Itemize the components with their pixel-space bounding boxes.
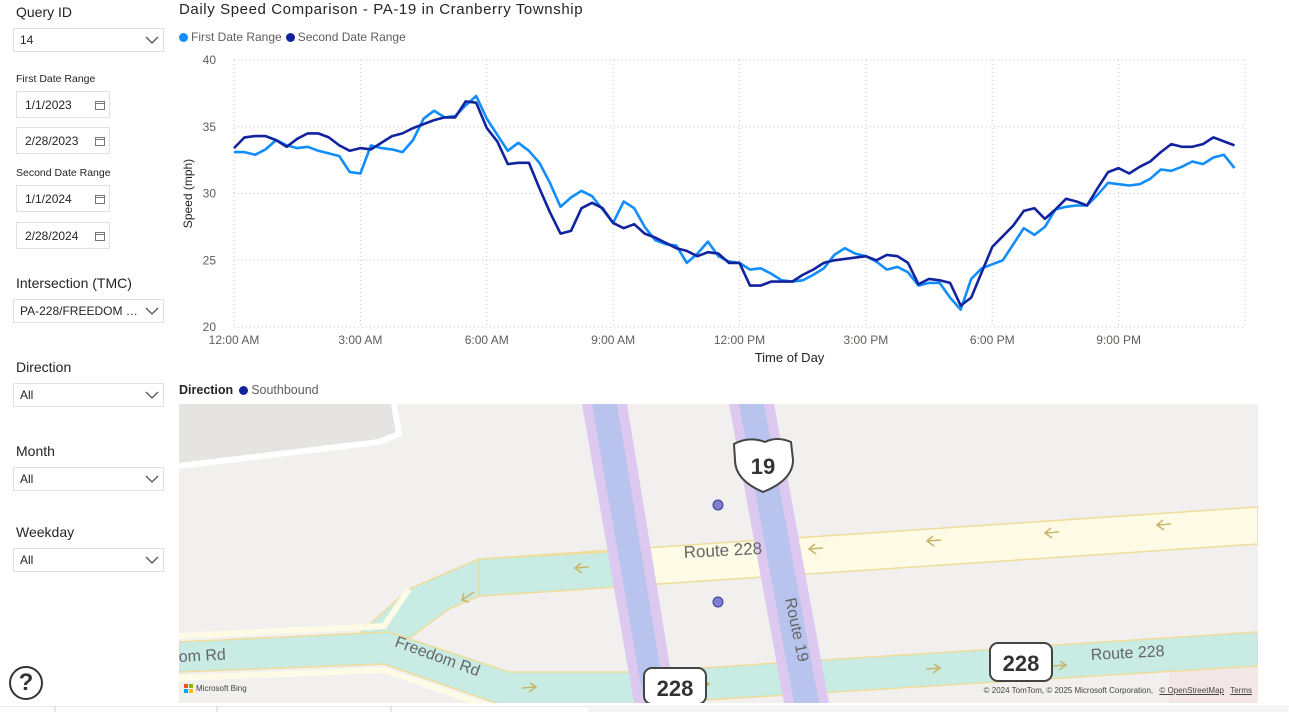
first-range-start-value: 1/1/2023 xyxy=(25,97,72,112)
x-tick-label: 9:00 AM xyxy=(591,333,635,347)
calendar-icon[interactable] xyxy=(91,190,109,208)
pa-228-shield-right-label: 228 xyxy=(1003,651,1040,676)
y-tick-label: 25 xyxy=(203,253,217,267)
second-range-start-input[interactable]: 1/1/2024 xyxy=(16,185,110,212)
label-freedom-rd-left: om Rd xyxy=(179,647,226,666)
intersection-value: PA-228/FREEDOM R... xyxy=(20,304,141,318)
intersection-label: Intersection (TMC) xyxy=(16,275,132,291)
calendar-icon[interactable] xyxy=(91,96,109,114)
y-tick-label: 30 xyxy=(203,187,217,201)
query-id-label: Query ID xyxy=(16,4,73,20)
label-route-228-right: Route 228 xyxy=(1090,643,1165,664)
road-edge-yellow xyxy=(179,587,412,639)
chart-legend: First Date Range Second Date Range xyxy=(179,30,406,44)
series-line-first-range xyxy=(234,94,1236,311)
chevron-down-icon xyxy=(141,300,163,322)
bing-logo-text: Microsoft Bing xyxy=(196,684,247,693)
microsoft-logo-icon xyxy=(184,684,193,693)
x-tick-label: 6:00 PM xyxy=(970,333,1015,347)
x-tick-label: 3:00 PM xyxy=(844,333,889,347)
calendar-icon[interactable] xyxy=(91,132,109,150)
chevron-down-icon xyxy=(141,384,163,406)
us-19-shield-label: 19 xyxy=(751,454,775,479)
chevron-down-icon xyxy=(141,468,163,490)
map-point-southbound xyxy=(712,596,724,608)
legend-item-first[interactable]: First Date Range xyxy=(179,30,282,44)
second-range-end-input[interactable]: 2/28/2024 xyxy=(16,222,110,249)
query-id-value: 14 xyxy=(20,33,34,47)
attribution-text: © 2024 TomTom, © 2025 Microsoft Corporat… xyxy=(983,686,1154,695)
series-line-second-range xyxy=(233,100,1235,307)
x-tick-label: 12:00 PM xyxy=(714,333,765,347)
osm-link[interactable]: © OpenStreetMap xyxy=(1159,686,1224,695)
month-dropdown[interactable]: All xyxy=(13,467,164,491)
direction-label: Direction xyxy=(16,359,72,375)
first-range-label: First Date Range xyxy=(16,73,96,85)
page-tab-strip xyxy=(0,706,1289,712)
map-canvas: Route 228 Route 19 Freedom Rd om Rd Rout… xyxy=(179,404,1258,703)
legend-item-second[interactable]: Second Date Range xyxy=(285,30,406,44)
weekday-dropdown[interactable]: All xyxy=(13,548,164,572)
first-range-end-input[interactable]: 2/28/2023 xyxy=(16,127,110,154)
y-tick-label: 20 xyxy=(203,320,217,334)
x-axis-title: Time of Day xyxy=(755,350,825,365)
direction-dropdown[interactable]: All xyxy=(13,383,164,407)
intersection-dropdown[interactable]: PA-228/FREEDOM R... xyxy=(13,299,164,323)
x-tick-label: 9:00 PM xyxy=(1096,333,1141,347)
query-id-dropdown[interactable]: 14 xyxy=(13,28,164,52)
speed-line-chart[interactable]: 20 25 30 35 40 12:00 AM 3:00 AM 6:00 AM 9:00 AM 1… xyxy=(179,48,1259,370)
road-edge-yellow-lower xyxy=(179,666,489,703)
route-19-west-inner xyxy=(592,404,666,703)
terms-link[interactable]: Terms xyxy=(1230,686,1252,695)
freedom-rd xyxy=(179,631,1258,703)
chart-title: Daily Speed Comparison - PA-19 in Cranbe… xyxy=(179,1,584,18)
map-legend-item[interactable]: Southbound xyxy=(251,383,319,397)
weekday-value: All xyxy=(20,553,34,567)
month-label: Month xyxy=(16,443,55,459)
pa-228-shield-icon: 228 xyxy=(989,642,1053,682)
first-range-start-input[interactable]: 1/1/2023 xyxy=(16,91,110,118)
map-point-southbound xyxy=(712,499,724,511)
label-route-228-top: Route 228 xyxy=(683,539,762,562)
y-tick-label: 35 xyxy=(203,120,217,134)
ramp-teal xyxy=(357,557,480,643)
chevron-down-icon xyxy=(141,549,163,571)
map-road-minor xyxy=(179,404,403,469)
bing-logo: Microsoft Bing xyxy=(184,684,247,693)
map-legend-dot xyxy=(239,385,249,395)
help-circle-icon[interactable]: ? xyxy=(9,666,43,700)
legend-label-second: Second Date Range xyxy=(297,30,406,44)
second-range-start-value: 1/1/2024 xyxy=(25,191,72,206)
y-tick-label: 40 xyxy=(203,53,217,67)
x-tick-label: 6:00 AM xyxy=(465,333,509,347)
x-tick-label: 12:00 AM xyxy=(209,333,260,347)
map-land-block xyxy=(179,404,399,466)
help-glyph: ? xyxy=(18,669,34,696)
map-attribution: © 2024 TomTom, © 2025 Microsoft Corporat… xyxy=(984,686,1252,695)
legend-label-first: First Date Range xyxy=(191,30,282,44)
x-tick-label: 3:00 AM xyxy=(338,333,382,347)
map-legend-title: Direction xyxy=(179,383,234,397)
map-legend: Direction Southbound xyxy=(179,383,319,397)
weekday-label: Weekday xyxy=(16,524,75,540)
route-228-teal-segment xyxy=(478,551,620,597)
second-range-end-value: 2/28/2024 xyxy=(25,228,79,243)
us-19-shield-icon: 19 xyxy=(732,438,795,494)
month-value: All xyxy=(20,472,34,486)
pa-228-shield-center-label: 228 xyxy=(657,676,694,701)
y-axis-title: Speed (mph) xyxy=(181,159,195,228)
direction-value: All xyxy=(20,388,34,402)
legend-dot-second xyxy=(285,32,295,42)
first-range-end-value: 2/28/2023 xyxy=(25,133,79,148)
chevron-down-icon xyxy=(141,29,163,51)
map-view[interactable]: Route 228 Route 19 Freedom Rd om Rd Rout… xyxy=(179,404,1258,703)
calendar-icon[interactable] xyxy=(91,227,109,245)
legend-dot-first xyxy=(179,32,188,42)
second-range-label: Second Date Range xyxy=(16,167,111,179)
pa-228-shield-icon: 228 xyxy=(643,667,707,703)
